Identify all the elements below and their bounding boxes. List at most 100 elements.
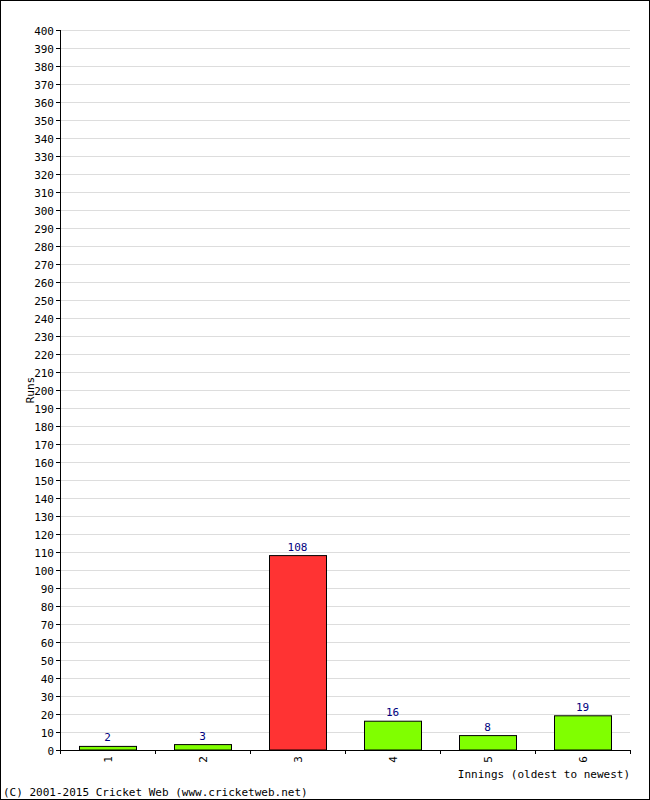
grid-line	[60, 714, 630, 715]
y-tick	[56, 192, 60, 193]
y-tick	[56, 102, 60, 103]
y-tick-label: 170	[34, 439, 54, 452]
y-tick-label: 100	[34, 565, 54, 578]
y-tick-label: 320	[34, 169, 54, 182]
grid-line	[60, 246, 630, 247]
grid-line	[60, 336, 630, 337]
grid-line	[60, 660, 630, 661]
x-tick	[155, 750, 156, 754]
y-tick	[56, 300, 60, 301]
y-tick-label: 340	[34, 133, 54, 146]
y-tick-label: 10	[41, 727, 54, 740]
y-tick	[56, 228, 60, 229]
y-tick-label: 210	[34, 367, 54, 380]
bar	[365, 721, 422, 750]
y-tick	[56, 120, 60, 121]
data-label: 2	[104, 731, 111, 744]
chart: 0102030405060708090100110120130140150160…	[0, 0, 650, 800]
y-tick-label: 20	[41, 709, 54, 722]
grid-line	[60, 84, 630, 85]
grid-line	[60, 282, 630, 283]
y-tick	[56, 372, 60, 373]
grid-line	[60, 498, 630, 499]
y-tick-label: 130	[34, 511, 54, 524]
y-tick-label: 350	[34, 115, 54, 128]
grid-line	[60, 174, 630, 175]
y-tick-label: 180	[34, 421, 54, 434]
y-tick	[56, 354, 60, 355]
y-tick-label: 160	[34, 457, 54, 470]
y-tick	[56, 138, 60, 139]
grid-line	[60, 66, 630, 67]
y-tick	[56, 390, 60, 391]
grid-line	[60, 552, 630, 553]
y-tick	[56, 246, 60, 247]
x-tick-label: 3	[292, 756, 305, 763]
y-tick-label: 280	[34, 241, 54, 254]
y-tick	[56, 516, 60, 517]
y-tick-label: 360	[34, 97, 54, 110]
y-tick	[56, 750, 60, 751]
y-tick-label: 30	[41, 691, 54, 704]
x-tick-label: 6	[577, 756, 590, 763]
frame	[1, 1, 650, 800]
y-tick	[56, 732, 60, 733]
y-tick	[56, 588, 60, 589]
grid-line	[60, 696, 630, 697]
grid-line	[60, 354, 630, 355]
y-tick-label: 70	[41, 619, 54, 632]
grid-line	[60, 444, 630, 445]
grid-line	[60, 480, 630, 481]
grid-line	[60, 102, 630, 103]
grid-line	[60, 732, 630, 733]
y-tick	[56, 444, 60, 445]
grid-line	[60, 48, 630, 49]
data-label: 108	[288, 541, 308, 554]
grid-line	[60, 642, 630, 643]
y-tick-label: 120	[34, 529, 54, 542]
copyright: (C) 2001-2015 Cricket Web (www.cricketwe…	[3, 786, 308, 799]
grid-line	[60, 30, 630, 31]
bar	[80, 746, 137, 750]
grid-line	[60, 624, 630, 625]
grid-line	[60, 138, 630, 139]
y-tick	[56, 462, 60, 463]
grid-line	[60, 372, 630, 373]
y-tick	[56, 660, 60, 661]
grid-line	[60, 570, 630, 571]
bar	[270, 556, 327, 750]
y-tick	[56, 714, 60, 715]
y-tick	[56, 318, 60, 319]
x-tick	[535, 750, 536, 754]
x-tick	[440, 750, 441, 754]
y-tick	[56, 426, 60, 427]
y-tick	[56, 174, 60, 175]
y-tick-label: 260	[34, 277, 54, 290]
x-tick	[250, 750, 251, 754]
grid-line	[60, 264, 630, 265]
data-label: 19	[576, 701, 589, 714]
grid-line	[60, 210, 630, 211]
grid-line	[60, 228, 630, 229]
y-tick-label: 60	[41, 637, 54, 650]
grid-line	[60, 300, 630, 301]
y-tick-label: 380	[34, 61, 54, 74]
grid-line	[60, 534, 630, 535]
bar	[460, 736, 517, 750]
y-tick-label: 40	[41, 673, 54, 686]
y-tick-label: 220	[34, 349, 54, 362]
y-tick	[56, 30, 60, 31]
y-axis-label: Runs	[24, 377, 37, 404]
y-tick-label: 0	[47, 745, 54, 758]
bar	[175, 745, 232, 750]
data-label: 8	[484, 721, 491, 734]
x-tick-label: 2	[197, 756, 210, 763]
y-tick-label: 140	[34, 493, 54, 506]
y-tick	[56, 84, 60, 85]
x-tick	[60, 750, 61, 754]
y-tick	[56, 624, 60, 625]
y-tick-label: 110	[34, 547, 54, 560]
y-tick-label: 190	[34, 403, 54, 416]
y-tick-label: 330	[34, 151, 54, 164]
grid-line	[60, 408, 630, 409]
